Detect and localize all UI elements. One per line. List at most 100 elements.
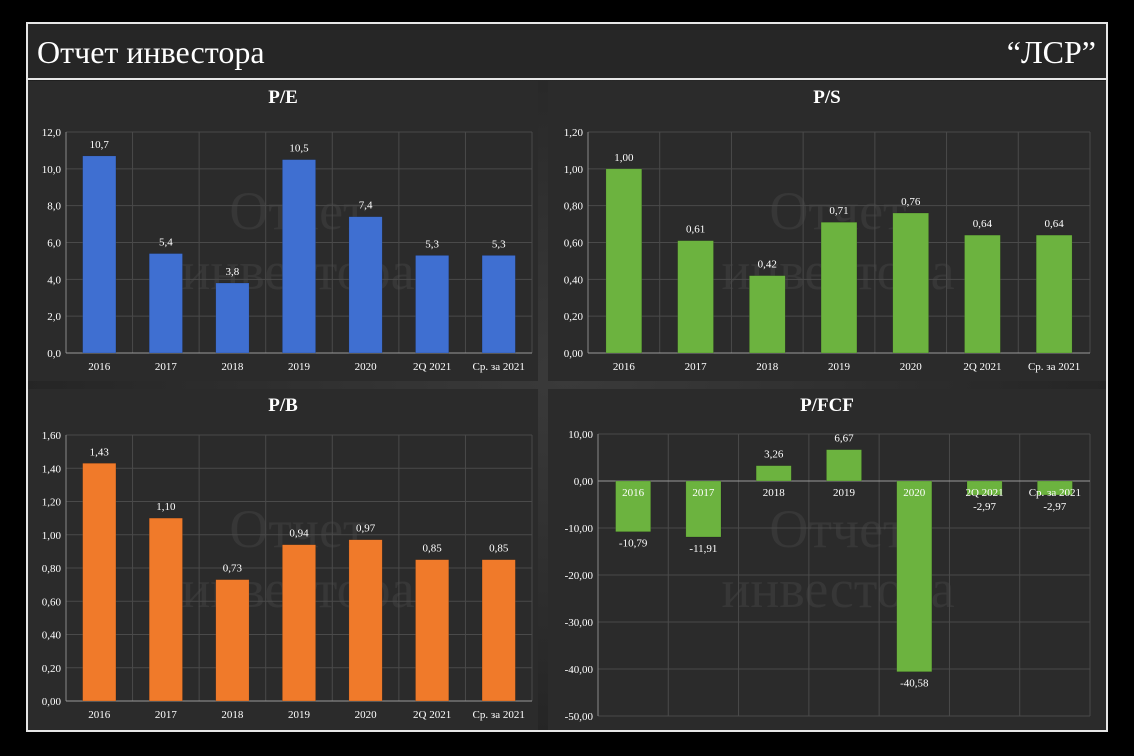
y-tick-label: -10,00: [565, 523, 594, 535]
data-label: 5,3: [492, 238, 506, 250]
chart-pe: 0,0 2,0 4,0 6,0 8,0 10,0 12,0 10,7 2016 5,4 2017 3,…: [42, 127, 533, 373]
bar-pb-2: [215, 579, 250, 702]
y-tick-label: 0,0: [47, 348, 61, 360]
data-label: 0,64: [1045, 218, 1065, 230]
y-tick-label: 1,60: [42, 430, 62, 442]
y-tick-label: 1,00: [564, 164, 584, 176]
x-tick-label: 2017: [692, 487, 715, 499]
data-label: 0,71: [829, 205, 848, 217]
y-tick-label: 0,40: [42, 630, 62, 642]
data-label: 10,5: [289, 143, 309, 155]
chart-pfcf: -50,00 -40,00 -30,00 -20,00 -10,00 0,00 10,00 -…: [565, 429, 1091, 723]
x-tick-label: 2018: [763, 487, 786, 499]
bar-pfcf-3: [826, 449, 862, 482]
bar-ps-3: [820, 221, 858, 354]
x-tick-label: 2020: [355, 361, 378, 373]
y-tick-label: 1,20: [42, 497, 62, 509]
bar-ps-6: [1035, 234, 1073, 354]
x-tick-label: 2019: [288, 709, 311, 721]
x-tick-label: 2017: [155, 709, 178, 721]
data-label: -2,97: [1043, 501, 1066, 513]
bar-pfcf-2: [755, 465, 792, 482]
data-label: 3,26: [764, 449, 784, 461]
bar-ps-2: [749, 275, 786, 354]
data-label: 0,61: [686, 224, 705, 236]
x-tick-label: 2Q 2021: [965, 487, 1003, 499]
data-label: -40,58: [900, 678, 929, 690]
slide-header: Отчет инвестора “ЛСР”: [28, 24, 1106, 80]
x-tick-label: Ср. за 2021: [1028, 361, 1080, 373]
y-tick-label: 0,00: [574, 476, 594, 488]
bar-pe-5: [415, 255, 450, 354]
chart-ps: 0,00 0,20 0,40 0,60 0,80 1,00 1,20 1,00 2016 0,61…: [564, 127, 1091, 373]
x-tick-label: 2019: [288, 361, 311, 373]
y-tick-label: 1,40: [42, 463, 62, 475]
bar-pb-6: [481, 559, 516, 702]
bar-pfcf-5: [966, 480, 1003, 496]
bar-pfcf-4: [896, 480, 933, 672]
bar-pe-4: [348, 216, 383, 354]
bar-pe-2: [215, 282, 250, 354]
company-name: “ЛСР”: [1006, 34, 1096, 70]
data-label: 10,7: [90, 139, 110, 151]
data-label: 1,00: [614, 152, 634, 164]
y-tick-label: -50,00: [565, 711, 594, 723]
y-tick-label: 4,0: [47, 274, 61, 286]
x-tick-label: 2017: [155, 361, 178, 373]
y-tick-label: -40,00: [565, 664, 594, 676]
data-label: 0,94: [289, 528, 309, 540]
x-tick-label: 2020: [355, 709, 378, 721]
y-tick-label: 12,0: [42, 127, 62, 139]
x-tick-label: 2018: [221, 361, 244, 373]
chart-title-pb: P/B: [268, 395, 298, 416]
chart-title-ps: P/S: [813, 87, 841, 108]
x-tick-label: Ср. за 2021: [473, 361, 525, 373]
y-tick-label: 0,60: [564, 238, 584, 250]
data-label: 1,10: [156, 501, 176, 513]
x-tick-label: Ср. за 2021: [1029, 487, 1081, 499]
y-tick-label: 0,60: [42, 596, 62, 608]
data-label: -10,79: [619, 538, 648, 550]
data-label: 1,43: [90, 446, 110, 458]
bar-ps-1: [677, 240, 714, 354]
x-tick-label: 2020: [903, 487, 926, 499]
y-tick-label: 8,0: [47, 201, 61, 213]
data-label: 5,3: [425, 238, 439, 250]
data-label: 0,42: [758, 259, 777, 271]
bar-pb-4: [348, 539, 383, 702]
bar-pfcf-0: [615, 480, 651, 532]
data-label: 0,73: [223, 563, 243, 575]
y-tick-label: 2,0: [47, 311, 61, 323]
y-tick-label: 1,20: [564, 127, 584, 139]
x-tick-label: 2016: [88, 361, 111, 373]
x-tick-label: 2Q 2021: [963, 361, 1001, 373]
x-tick-label: 2019: [833, 487, 856, 499]
x-tick-label: 2Q 2021: [413, 709, 451, 721]
bar-pe-0: [82, 155, 117, 354]
y-tick-label: 10,00: [568, 429, 593, 441]
data-label: 6,67: [834, 433, 854, 445]
bar-pe-3: [282, 159, 316, 354]
bar-ps-5: [964, 234, 1001, 354]
x-tick-label: Ср. за 2021: [473, 709, 525, 721]
bar-pb-5: [415, 559, 450, 702]
chart-title-pfcf: P/FCF: [800, 395, 854, 416]
data-label: 0,76: [901, 196, 921, 208]
bar-pb-3: [282, 544, 316, 702]
y-tick-label: -30,00: [565, 617, 594, 629]
y-tick-label: 6,0: [47, 238, 61, 250]
y-tick-label: 0,80: [564, 201, 584, 213]
data-label: 0,85: [489, 543, 509, 555]
data-label: 0,64: [973, 218, 993, 230]
y-tick-label: 0,40: [564, 274, 584, 286]
y-tick-label: 0,20: [42, 663, 62, 675]
x-tick-label: 2019: [828, 361, 851, 373]
data-label: 3,8: [226, 266, 240, 278]
chart-pb: 0,00 0,20 0,40 0,60 0,80 1,00 1,20 1,40 1,60 1,43…: [42, 430, 533, 721]
data-label: 7,4: [359, 200, 373, 212]
x-tick-label: 2016: [622, 487, 645, 499]
bar-ps-4: [892, 212, 929, 354]
